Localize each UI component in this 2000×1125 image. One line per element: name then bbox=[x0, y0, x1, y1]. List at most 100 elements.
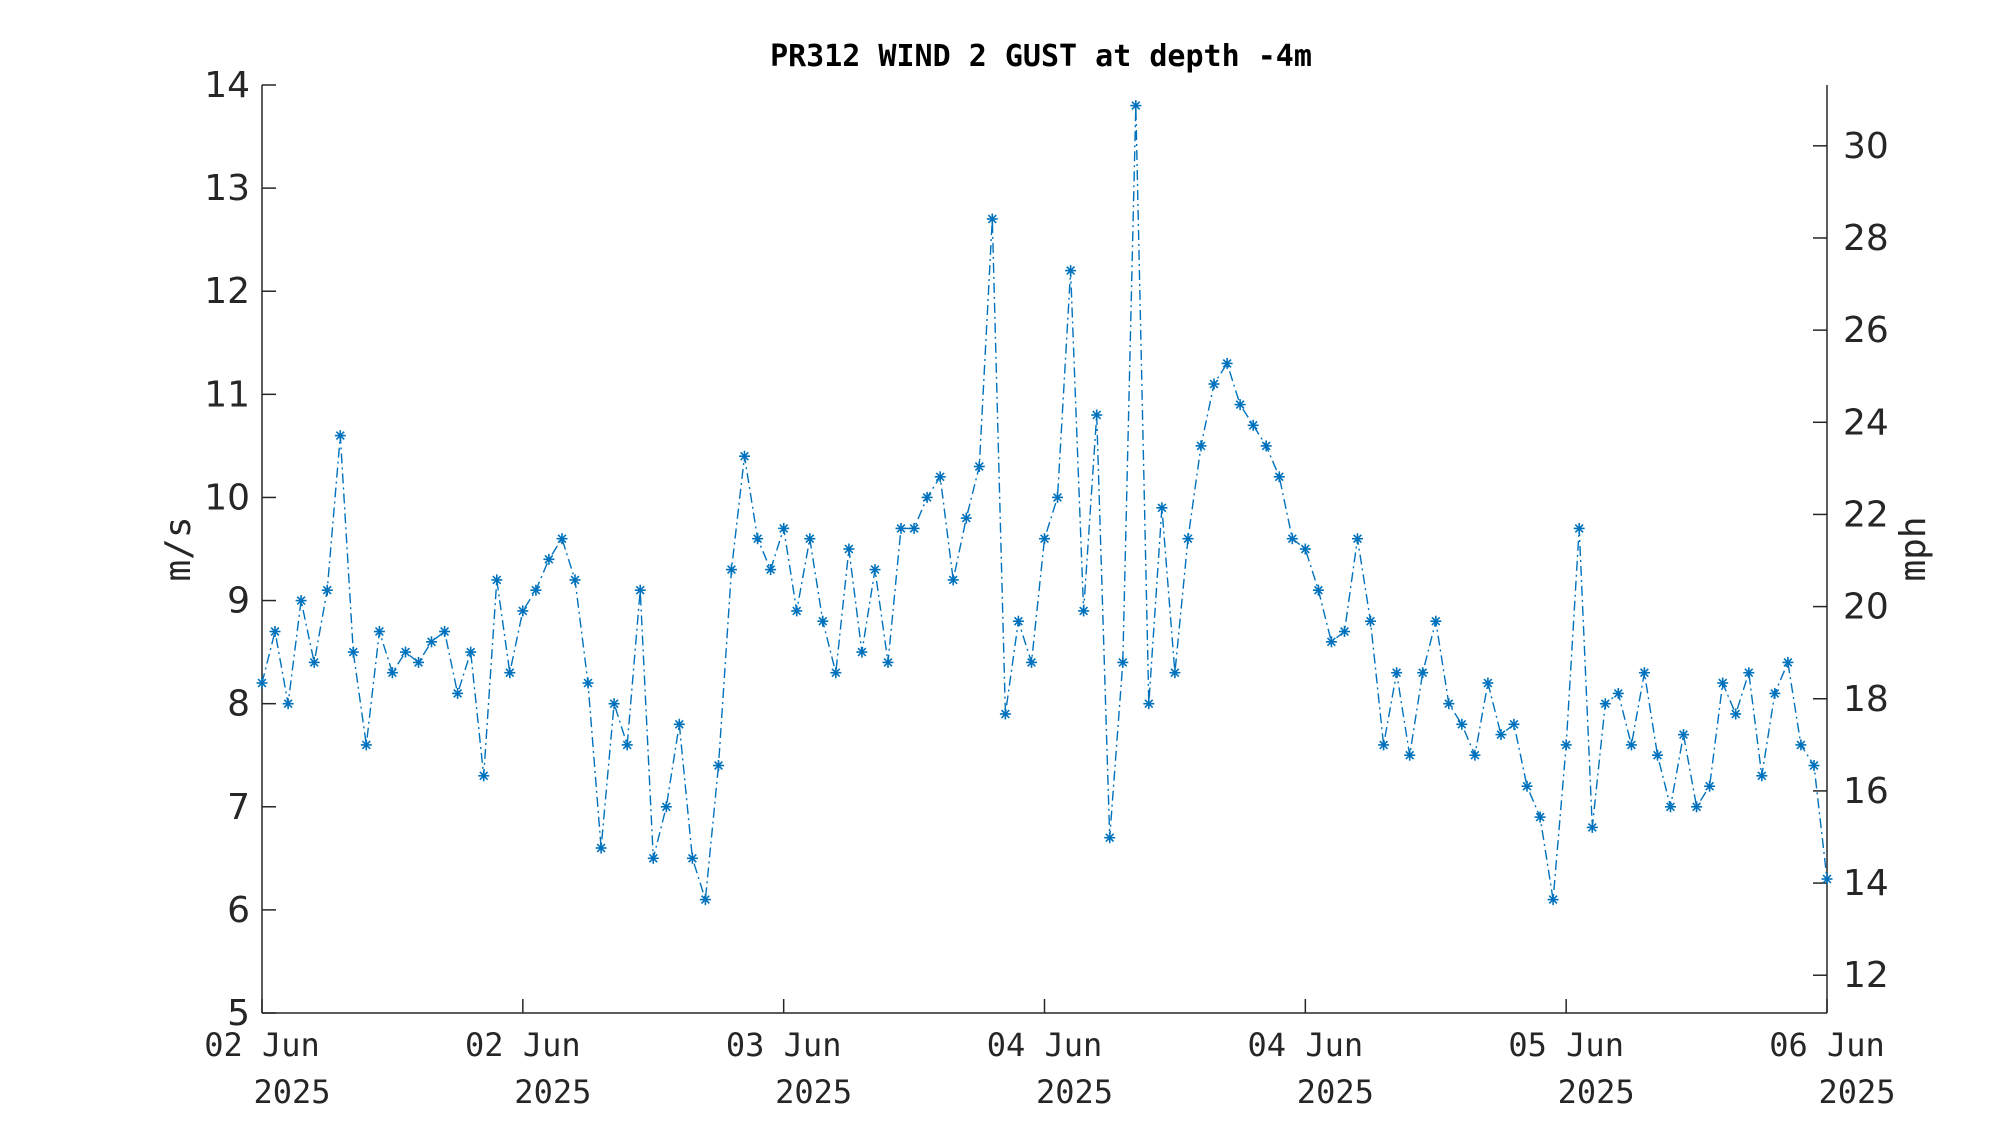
data-point-marker bbox=[569, 574, 581, 586]
data-point-marker bbox=[1417, 667, 1429, 679]
data-point-marker bbox=[1391, 667, 1403, 679]
data-point-marker bbox=[1469, 749, 1481, 761]
data-point-marker bbox=[1508, 718, 1520, 730]
data-point-marker bbox=[1665, 801, 1676, 813]
y-tick-label-right: 20 bbox=[1843, 587, 1889, 628]
data-point-marker bbox=[1482, 677, 1494, 689]
y-tick-label-left: 13 bbox=[204, 168, 250, 209]
data-point-marker bbox=[999, 708, 1011, 720]
data-point-marker bbox=[1769, 687, 1781, 699]
data-point-marker bbox=[1586, 821, 1598, 833]
data-point-marker bbox=[1221, 357, 1233, 369]
data-point-marker bbox=[634, 584, 646, 596]
data-point-marker bbox=[1182, 533, 1194, 545]
data-point-marker bbox=[1756, 770, 1768, 782]
data-point-marker bbox=[1026, 656, 1037, 668]
data-point-marker bbox=[1521, 780, 1533, 792]
data-point-marker bbox=[1495, 729, 1507, 741]
data-point-marker bbox=[673, 718, 685, 730]
data-point-marker bbox=[595, 842, 607, 854]
data-point-marker bbox=[1691, 801, 1703, 813]
data-point-marker bbox=[647, 852, 659, 864]
data-point-marker bbox=[1065, 265, 1077, 277]
data-point-marker bbox=[804, 533, 816, 545]
y-axis-label-left: m/s bbox=[158, 516, 199, 581]
data-point-marker bbox=[478, 770, 490, 782]
data-point-marker bbox=[947, 574, 959, 586]
data-point-marker bbox=[386, 667, 398, 679]
data-point-marker bbox=[608, 698, 620, 710]
data-point-marker bbox=[465, 646, 477, 658]
x-tick-label-date: 05 Jun bbox=[1508, 1026, 1624, 1064]
data-point-marker bbox=[830, 667, 842, 679]
data-point-marker bbox=[1130, 100, 1142, 112]
data-point-marker bbox=[621, 739, 633, 751]
data-point-marker bbox=[556, 533, 568, 545]
x-tick-label-date: 04 Jun bbox=[987, 1026, 1103, 1064]
y-tick-label-right: 28 bbox=[1843, 218, 1889, 259]
data-point-marker bbox=[1599, 698, 1611, 710]
x-tick-label-year: 2025 bbox=[253, 1073, 330, 1111]
data-point-marker bbox=[1039, 533, 1050, 545]
x-tick-label-year: 2025 bbox=[514, 1073, 591, 1111]
data-point-marker bbox=[1104, 832, 1116, 844]
data-point-marker bbox=[373, 626, 385, 637]
y-tick-label-right: 30 bbox=[1843, 126, 1889, 167]
y-tick-label-left: 6 bbox=[227, 890, 250, 931]
data-point-marker bbox=[1091, 409, 1103, 421]
data-point-marker bbox=[817, 615, 829, 627]
data-point-marker bbox=[986, 213, 998, 225]
x-tick-label-date: 03 Jun bbox=[726, 1026, 842, 1064]
data-point-marker bbox=[256, 677, 268, 689]
data-point-marker bbox=[1704, 780, 1716, 792]
data-point-marker bbox=[1273, 471, 1285, 483]
data-point-marker bbox=[400, 646, 411, 658]
data-point-marker bbox=[856, 646, 868, 658]
y-tick-label-left: 11 bbox=[204, 374, 250, 415]
y-tick-label-left: 10 bbox=[204, 477, 250, 518]
data-point-marker bbox=[699, 894, 711, 906]
data-point-marker bbox=[530, 584, 542, 596]
y-tick-label-left: 14 bbox=[204, 65, 250, 106]
data-point-marker bbox=[1821, 873, 1833, 885]
data-point-marker bbox=[726, 564, 737, 576]
data-point-marker bbox=[686, 852, 698, 864]
data-point-marker bbox=[1299, 543, 1311, 555]
x-tick-label-year: 2025 bbox=[775, 1073, 852, 1111]
data-point-marker bbox=[1286, 533, 1298, 545]
data-point-marker bbox=[1143, 698, 1155, 710]
x-tick-label-year: 2025 bbox=[1558, 1073, 1635, 1111]
data-point-marker bbox=[1560, 739, 1572, 751]
data-point-marker bbox=[360, 739, 372, 751]
x-tick-label-date: 06 Jun bbox=[1769, 1026, 1885, 1064]
data-point-marker bbox=[269, 626, 281, 637]
x-tick-label-year: 2025 bbox=[1297, 1073, 1374, 1111]
data-point-marker bbox=[1117, 656, 1129, 668]
data-point-marker bbox=[1339, 626, 1350, 637]
x-tick-label-date: 04 Jun bbox=[1248, 1026, 1364, 1064]
data-point-marker bbox=[308, 656, 320, 668]
data-point-marker bbox=[765, 564, 777, 576]
data-point-marker bbox=[1678, 729, 1689, 741]
data-point-marker bbox=[491, 574, 503, 586]
data-point-marker bbox=[934, 471, 946, 483]
data-point-marker bbox=[1782, 656, 1794, 668]
data-point-marker bbox=[1730, 708, 1742, 720]
data-point-marker bbox=[504, 667, 516, 679]
data-point-marker bbox=[1247, 419, 1259, 431]
data-point-marker bbox=[1638, 667, 1650, 679]
y-tick-label-left: 7 bbox=[227, 787, 250, 828]
data-point-marker bbox=[1234, 399, 1246, 411]
data-point-marker bbox=[1312, 584, 1324, 596]
data-point-marker bbox=[973, 461, 985, 472]
data-point-marker bbox=[582, 677, 594, 689]
data-point-marker bbox=[1365, 615, 1376, 627]
x-tick-label-year: 2025 bbox=[1036, 1073, 1113, 1111]
data-point-marker bbox=[1352, 533, 1363, 545]
data-point-marker bbox=[1443, 698, 1455, 710]
data-point-marker bbox=[295, 595, 307, 607]
plot-area-frame bbox=[262, 85, 1827, 1013]
series-line bbox=[261, 105, 1828, 900]
data-point-marker bbox=[660, 801, 672, 813]
